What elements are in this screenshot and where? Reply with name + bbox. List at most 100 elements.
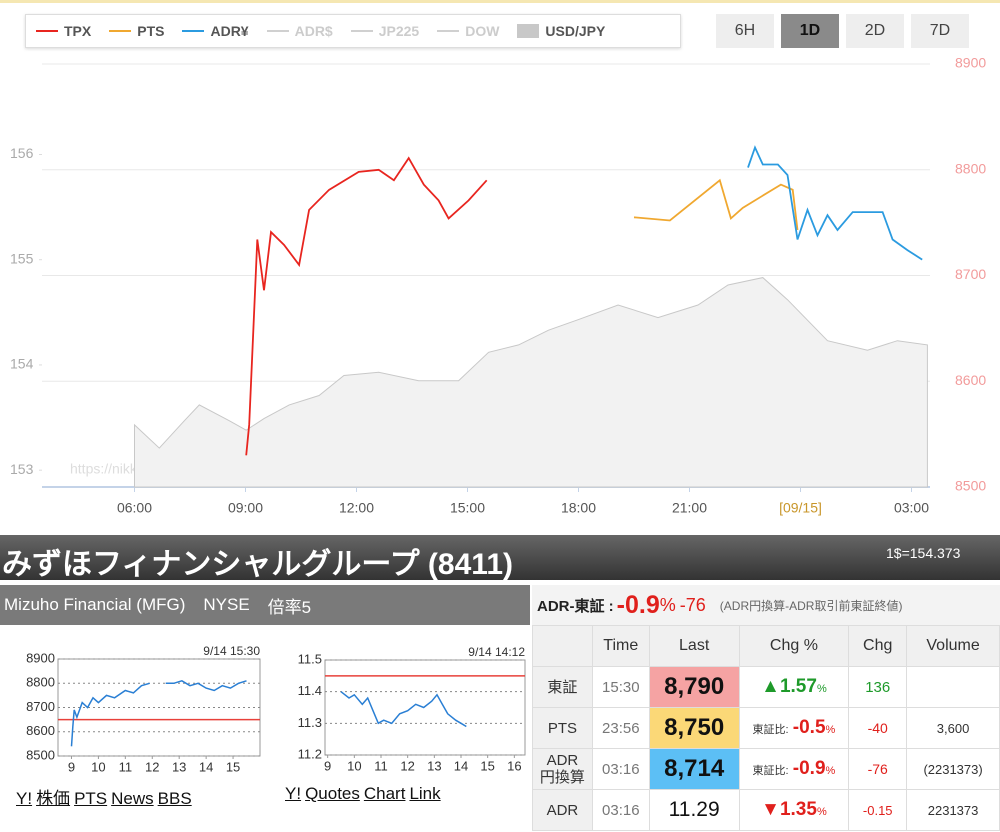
x-tick-label: 15:00 [450,500,485,516]
row-name: 東証 [532,666,593,708]
legend-label: JP225 [378,23,420,39]
quote-table: Time Last Chg % Chg Volume 東証 15:30 8,79… [532,625,1000,831]
link[interactable]: PTS [74,789,108,808]
row-name: PTS [532,707,593,749]
chg-pct-cell: 東証比: -0.5% [738,707,850,749]
exchange-rate: 1$=154.373 [886,545,961,561]
legend-marker [182,30,205,32]
legend-item[interactable]: JP225 [350,23,420,39]
legend-item[interactable]: TPX [36,23,91,39]
legend-marker [517,24,540,38]
y-tick-label: 11.2 [298,746,322,761]
chg: -0.15 [848,789,908,831]
prefix: 東証比: [752,724,789,736]
volume: 2231373 [906,789,1000,831]
line [245,156,488,456]
link[interactable]: Y! [285,784,302,803]
header-cell [532,625,593,667]
legend-label: USD/JPY [545,23,606,39]
x-tick-label: 11 [374,758,388,773]
link[interactable]: Y! [16,789,33,808]
y-tick-label: 11.3 [298,715,322,730]
chg-pct: ▼1.35 [761,799,817,820]
link[interactable]: Chart [363,784,406,803]
x-tick-label: 14 [199,759,213,774]
diff-value: -76 [679,594,706,615]
y-tick-label: 11.5 [298,651,322,666]
x-tick-label: 13 [172,759,186,774]
x-tick-label: 15 [226,759,240,774]
last: 8,714 [648,748,740,790]
unit: % [825,724,836,736]
range-button[interactable]: 7D [911,14,969,48]
subtitle-bar: Mizuho Financial (MFG) NYSE 倍率5 [0,585,530,625]
title-bar: みずほフィナンシャルグループ (8411) 1$=154.373 [0,535,1000,581]
last: 11.29 [648,789,740,831]
time: 23:56 [591,707,650,749]
x-tick-label: 9 [324,758,331,773]
chg: -76 [848,748,908,790]
header-cell: Chg % [738,625,850,667]
header-cell: Chg [848,625,908,667]
y-tick-label: 8700 [26,699,55,714]
plot-frame [324,659,526,756]
chg-pct: ▲1.57 [761,676,817,697]
unit: % [816,683,827,695]
link[interactable]: Quotes [305,784,360,803]
row: ADR 円換算 03:16 8,714 東証比: -0.9% -76 (2231… [532,748,1000,790]
chg-pct-cell: ▲1.57% [738,666,850,708]
legend-label: DOW [465,23,500,39]
legend-marker [266,30,289,32]
prefix: 東証比: [752,765,789,777]
company-name: Mizuho Financial (MFG) [4,595,186,614]
y-tick-label: 8700 [955,266,986,282]
legend-item[interactable]: PTS [109,23,164,39]
legend-item[interactable]: ADR¥ [182,23,249,39]
volume [906,666,1000,708]
range-button[interactable]: 6H [716,14,774,48]
ratio: 倍率5 [267,597,312,617]
x-tick-label: 06:00 [117,500,152,516]
link[interactable]: BBS [157,789,192,808]
link[interactable]: 株価 [36,789,71,808]
exchange: NYSE [203,595,250,614]
range-button[interactable]: 2D [846,14,904,48]
legend-marker [437,30,460,32]
legend-item[interactable]: DOW [437,23,499,39]
legend-item[interactable]: USD/JPY [517,23,605,39]
x-tick-label: [09/15] [779,500,822,516]
y2-tick-label: 153 [10,461,34,477]
header-cell: Volume [906,625,1000,667]
mini-chart: 11.2 11.3 11.4 11.5 9 10 11 12 13 14 15 16 9/14 14:1… [298,645,526,773]
legend-item[interactable]: ADR$ [266,23,333,39]
timestamp: 9/14 14:12 [468,645,525,659]
x-tick-label: 12 [400,758,414,773]
y-tick-label: 8900 [955,55,986,71]
link-group: Y! Quotes Chart Link [285,784,445,804]
x-tick-label: 14 [454,758,468,773]
legend-marker [109,30,132,32]
adr-diff: ADR-東証 : -0.9 % -76 (ADR円換算-ADR取引前東証終値) [532,585,1000,625]
time: 15:30 [591,666,650,708]
row-name: ADR [532,789,593,831]
y-tick-label: 8900 [26,650,55,665]
top-border [0,0,1000,3]
legend-marker [36,30,58,32]
timestamp: 9/14 15:30 [203,644,260,658]
y2-tick-label: 156 [10,145,34,161]
line [70,679,247,747]
chg: -40 [848,707,908,749]
link[interactable]: Link [409,784,441,803]
x-tick-label: 15 [480,758,494,773]
x-tick-label: 10 [347,758,361,773]
area [134,277,928,488]
x-tick-label: 12:00 [339,500,374,516]
y-tick-label: 8500 [955,478,986,494]
link[interactable]: News [111,789,154,808]
header-row: Time Last Chg % Chg Volume [532,625,1000,667]
x-tick-label: 18:00 [561,500,596,516]
y2-tick-label: 154 [10,356,34,372]
x-tick-label: 09:00 [228,500,263,516]
range-button[interactable]: 1D [781,14,839,48]
